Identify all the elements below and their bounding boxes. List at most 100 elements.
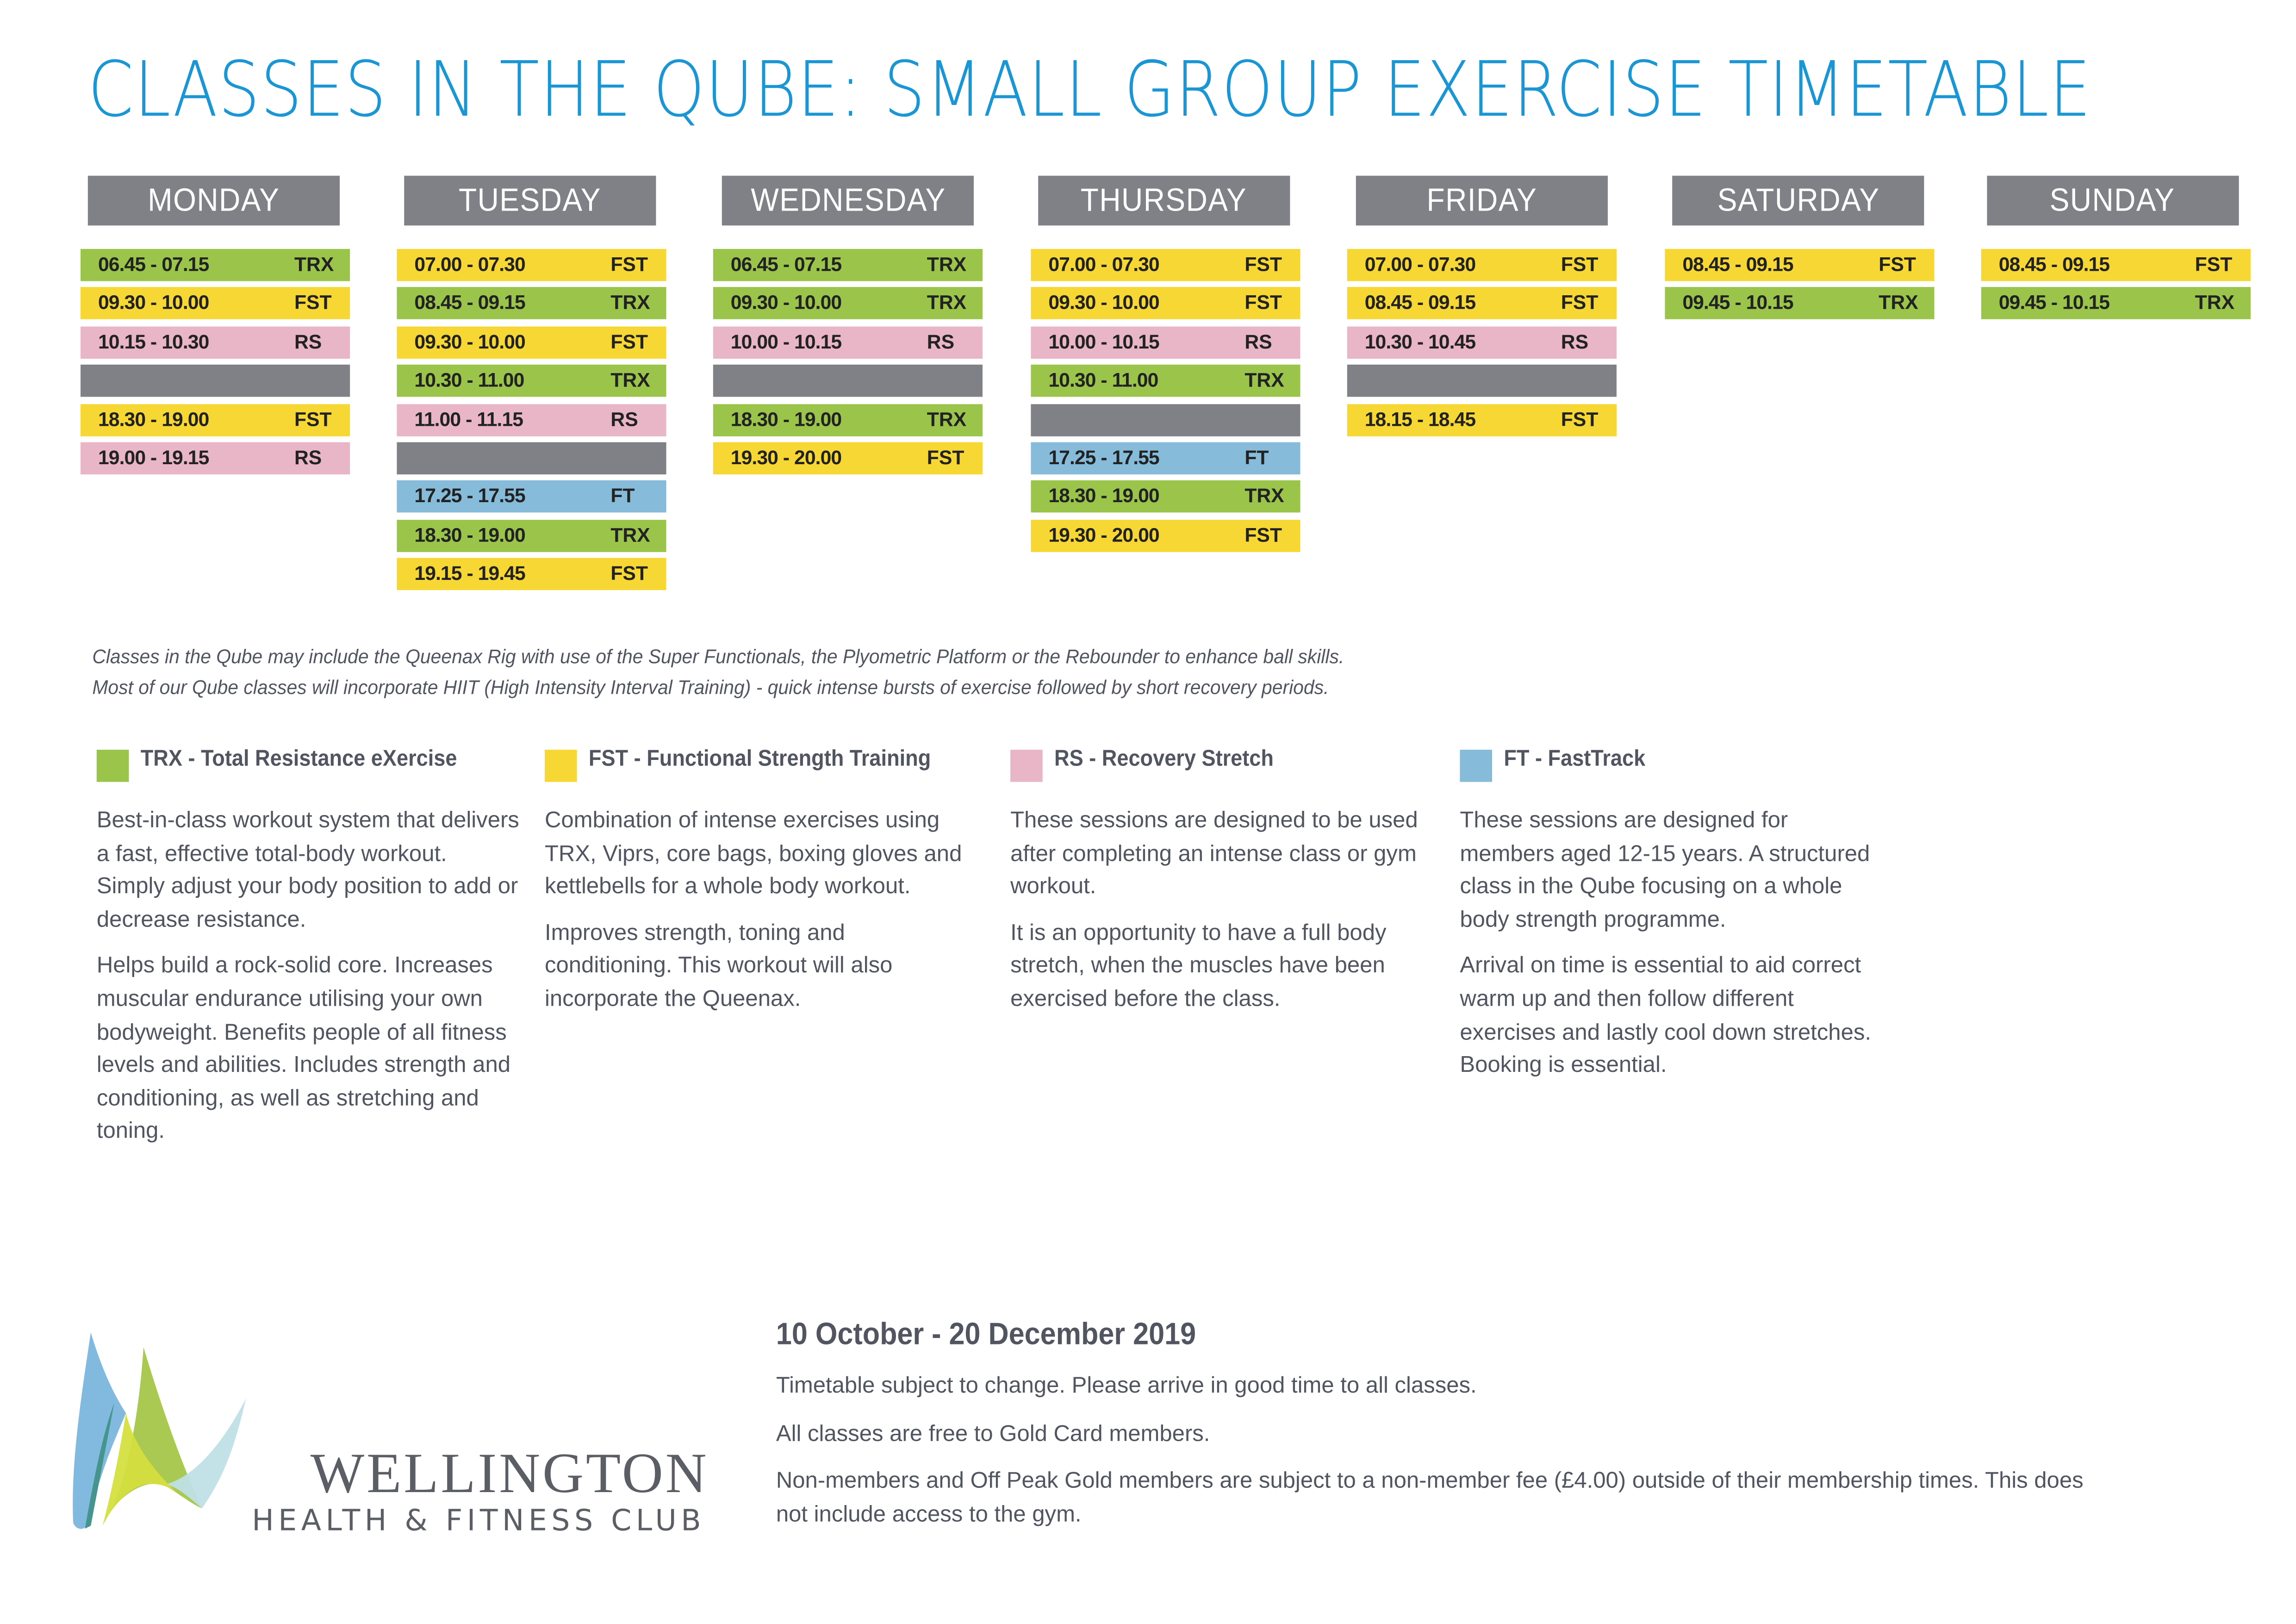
- class-slot: 08.45 - 09.15 TRX: [397, 287, 666, 320]
- class-time: 17.25 - 17.55: [1048, 446, 1159, 469]
- class-slots: 07.00 - 07.30 FST 09.30 - 10.00 FST 10.00 - …: [1031, 249, 1300, 558]
- class-time: 09.45 - 10.15: [1998, 292, 2110, 314]
- class-time: 08.45 - 09.15: [1364, 292, 1476, 314]
- class-code: FST: [610, 330, 648, 353]
- day-name: SATURDAY: [1717, 181, 1879, 218]
- logo-name-line2: HEALTH & FITNESS CLUB: [252, 1502, 706, 1538]
- class-time: 08.45 - 09.15: [1998, 253, 2110, 275]
- class-slot: 10.00 - 10.15 RS: [1031, 326, 1300, 359]
- class-code: TRX: [610, 369, 650, 392]
- class-code: FST: [1561, 292, 1599, 314]
- class-slot: 18.30 - 19.00 FST: [81, 403, 350, 436]
- class-time: 07.00 - 07.30: [1048, 253, 1159, 275]
- break-slot: [81, 365, 350, 397]
- logo-name-line1: WELLINGTON: [310, 1442, 709, 1506]
- class-code: FST: [294, 408, 332, 430]
- class-time: 18.15 - 18.45: [1364, 408, 1476, 430]
- class-slots: 06.45 - 07.15 TRX 09.30 - 10.00 FST 10.15 - …: [81, 249, 350, 481]
- day-header: SUNDAY: [1987, 175, 2239, 226]
- note-line: Most of our Qube classes will incorporat…: [92, 676, 1329, 699]
- class-code: TRX: [1244, 369, 1284, 392]
- break-slot: [1031, 403, 1300, 436]
- class-slot: 06.45 - 07.15 TRX: [81, 249, 350, 281]
- class-code: FST: [1244, 523, 1282, 546]
- class-slot: 07.00 - 07.30 FST: [1031, 249, 1300, 281]
- class-code: RS: [294, 446, 322, 469]
- class-time: 09.30 - 10.00: [1048, 292, 1159, 314]
- class-slots: 07.00 - 07.30 FST 08.45 - 09.15 TRX 09.30 - …: [397, 249, 666, 597]
- day-name: SUNDAY: [2050, 181, 2176, 218]
- class-time: 07.00 - 07.30: [1364, 253, 1476, 275]
- class-slot: 09.45 - 10.15 TRX: [1981, 287, 2251, 320]
- class-time: 10.30 - 10.45: [1364, 330, 1476, 353]
- legend-title: TRX - Total Resistance eXercise: [140, 747, 457, 772]
- class-time: 19.30 - 20.00: [1048, 523, 1159, 546]
- class-slot: 19.00 - 19.15 RS: [81, 442, 350, 474]
- class-time: 06.45 - 07.15: [730, 253, 842, 275]
- class-time: 09.45 - 10.15: [1682, 292, 1793, 314]
- class-code: FT: [1244, 446, 1269, 469]
- class-code: TRX: [1879, 292, 1918, 314]
- class-slots: 06.45 - 07.15 TRX 09.30 - 10.00 TRX 10.00 - …: [713, 249, 983, 481]
- class-code: FST: [294, 292, 332, 314]
- class-time: 18.30 - 19.00: [98, 408, 209, 430]
- legend-paragraph: It is an opportunity to have a full body…: [1010, 921, 1387, 1012]
- legend-paragraph: Arrival on time is essential to aid corr…: [1460, 953, 1872, 1078]
- class-code: RS: [294, 330, 322, 353]
- class-slot: 09.30 - 10.00 FST: [1031, 287, 1300, 320]
- day-name: MONDAY: [148, 181, 280, 218]
- class-slot: 10.30 - 11.00 TRX: [397, 365, 666, 397]
- class-slot: 10.15 - 10.30 RS: [81, 326, 350, 359]
- class-time: 06.45 - 07.15: [98, 253, 209, 275]
- legend-paragraph: These sessions are designed to be used a…: [1010, 808, 1418, 900]
- legend-paragraph: Improves strength, toning and conditioni…: [544, 921, 893, 1012]
- footer-line: Timetable subject to change. Please arri…: [776, 1373, 1477, 1399]
- class-slot: 06.45 - 07.15 TRX: [713, 249, 983, 281]
- footer-line: All classes are free to Gold Card member…: [776, 1421, 1210, 1446]
- class-slot: 11.00 - 11.15 RS: [397, 403, 666, 436]
- break-slot: [1347, 365, 1617, 397]
- class-slot: 17.25 - 17.55 FT: [1031, 442, 1300, 474]
- class-time: 18.30 - 19.00: [414, 523, 525, 546]
- class-code: FST: [1244, 292, 1282, 314]
- class-slot: 08.45 - 09.15 FST: [1981, 249, 2251, 281]
- class-code: FST: [2195, 253, 2233, 275]
- class-code: FST: [610, 562, 648, 585]
- class-slot: 08.45 - 09.15 FST: [1347, 287, 1617, 320]
- class-code: FST: [1561, 408, 1599, 430]
- legend-description: Best-in-class workout system that delive…: [97, 805, 522, 1163]
- class-code: FT: [610, 485, 635, 507]
- day-header: SATURDAY: [1672, 175, 1924, 226]
- class-time: 17.25 - 17.55: [414, 485, 525, 507]
- day-name: THURSDAY: [1081, 181, 1247, 218]
- class-slot: 18.30 - 19.00 TRX: [713, 403, 983, 436]
- day-header: FRIDAY: [1356, 175, 1608, 226]
- class-time: 10.00 - 10.15: [730, 330, 842, 353]
- class-code: FST: [610, 253, 648, 275]
- class-time: 08.45 - 09.15: [1682, 253, 1793, 275]
- legend-title: RS - Recovery Stretch: [1054, 747, 1274, 772]
- class-code: TRX: [927, 253, 967, 275]
- class-slot: 09.45 - 10.15 TRX: [1665, 287, 1935, 320]
- day-header: WEDNESDAY: [722, 175, 974, 226]
- sail-leaves-logo-icon: [73, 1332, 246, 1529]
- class-slot: 18.15 - 18.45 FST: [1347, 403, 1617, 436]
- class-slot: 07.00 - 07.30 FST: [1347, 249, 1617, 281]
- day-name: FRIDAY: [1426, 181, 1537, 218]
- footer-line: Non-members and Off Peak Gold members ar…: [776, 1468, 2084, 1527]
- class-time: 19.00 - 19.15: [98, 446, 209, 469]
- club-logo: WELLINGTON HEALTH & FITNESS CLUB: [59, 1321, 707, 1555]
- day-header: TUESDAY: [404, 175, 656, 226]
- class-slot: 09.30 - 10.00 FST: [81, 287, 350, 320]
- break-slot: [397, 442, 666, 474]
- class-time: 07.00 - 07.30: [414, 253, 525, 275]
- class-slot: 19.30 - 20.00 FST: [713, 442, 983, 474]
- class-time: 19.15 - 19.45: [414, 562, 525, 585]
- class-slots: 08.45 - 09.15 FST 09.45 - 10.15 TRX: [1981, 249, 2251, 326]
- class-time: 09.30 - 10.00: [730, 292, 842, 314]
- class-time: 09.30 - 10.00: [98, 292, 209, 314]
- weekly-timetable: MONDAY 06.45 - 07.15 TRX 09.30 - 10.00 FST 10…: [0, 175, 2296, 615]
- class-time: 18.30 - 19.00: [1048, 485, 1159, 507]
- class-slot: 19.15 - 19.45 FST: [397, 558, 666, 591]
